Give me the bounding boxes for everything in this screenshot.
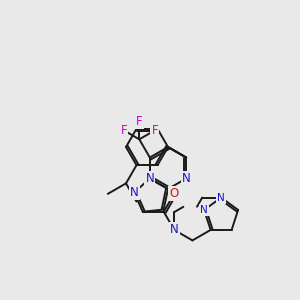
Text: N: N [130, 186, 139, 199]
Text: F: F [152, 124, 158, 137]
Text: F: F [121, 124, 127, 137]
Text: N: N [170, 224, 178, 236]
Text: N: N [182, 172, 190, 185]
Text: O: O [169, 187, 179, 200]
Text: N: N [217, 193, 225, 202]
Text: N: N [200, 205, 208, 215]
Text: N: N [146, 172, 154, 185]
Text: F: F [136, 115, 142, 128]
